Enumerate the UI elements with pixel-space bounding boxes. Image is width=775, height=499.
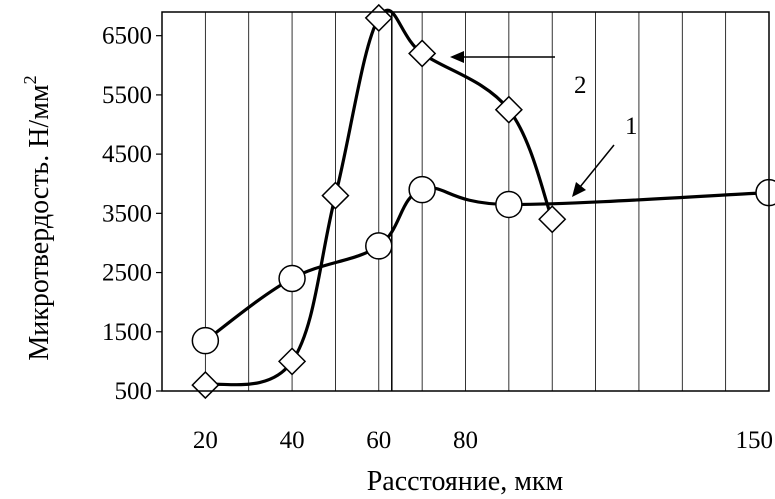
y-tick-label: 4500	[102, 141, 152, 168]
annotation-arrow-2	[450, 51, 555, 63]
series-1-point	[191, 326, 220, 355]
series-2-point	[278, 347, 307, 376]
y-axis-title: Микротвердость. Н/мм2	[20, 75, 55, 360]
y-tick-label: 6500	[102, 23, 152, 50]
series-2-annotation: 2	[574, 72, 587, 99]
series-2-point	[321, 181, 350, 210]
annotation-arrow-1	[572, 144, 615, 197]
y-tick-label: 2500	[102, 260, 152, 287]
series-2-point	[494, 95, 523, 124]
series-2-point	[408, 39, 437, 68]
series-2-point	[538, 205, 567, 234]
y-tick-label: 1500	[102, 319, 152, 346]
series-line-1	[204, 186, 770, 342]
x-tick-label: 60	[366, 427, 391, 454]
series-1-point	[495, 190, 523, 219]
y-tick-labels: 500 1500 2500 3500 4500 5500 6500	[102, 23, 162, 405]
svg-text:Микротвердость. Н/мм2: Микротвердость. Н/мм2	[20, 75, 55, 360]
y-axis-title-text: Микротвердость. Н/мм	[24, 84, 55, 361]
x-tick-label: 20	[193, 427, 218, 454]
x-tick-label: 150	[736, 427, 774, 454]
x-tick-label: 80	[453, 427, 478, 454]
y-tick-label: 5500	[102, 82, 152, 109]
vertical-gridlines	[204, 12, 727, 391]
plot-area-frame	[161, 11, 770, 392]
series-1-point	[365, 232, 393, 260]
series-1-annotation: 1	[625, 113, 638, 140]
y-tick-label: 500	[115, 378, 153, 405]
series-1-point	[408, 175, 436, 204]
x-tick-labels: 20 40 60 80 150	[193, 427, 773, 454]
x-tick-label: 40	[280, 427, 305, 454]
series-2-point	[191, 371, 220, 400]
y-axis-title-superscript: 2	[20, 75, 40, 84]
y-tick-label: 3500	[102, 200, 152, 227]
series-1-point	[755, 178, 775, 207]
series-1-point	[278, 264, 306, 293]
x-axis-title: Расстояние, мкм	[367, 466, 564, 497]
series-lines	[204, 8, 770, 387]
